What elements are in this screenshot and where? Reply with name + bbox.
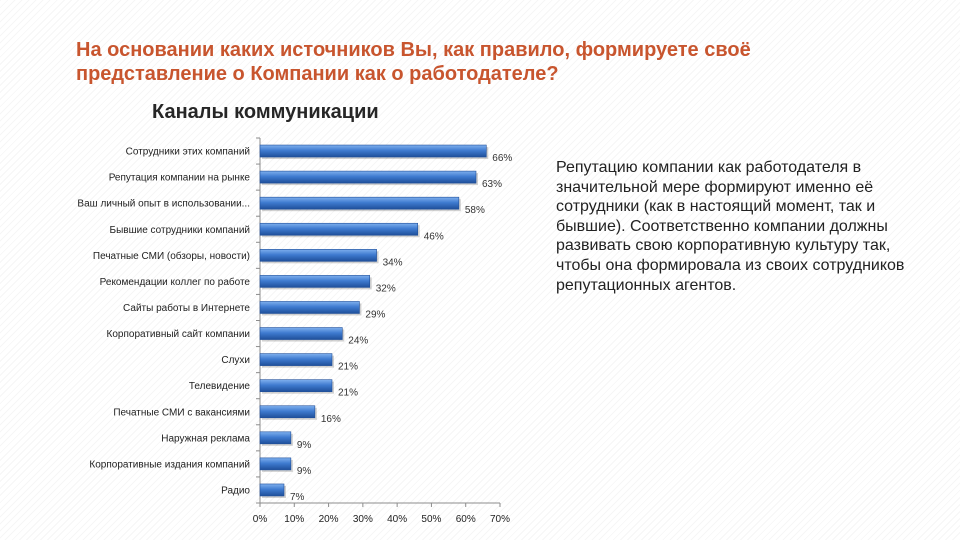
data-label: 7%	[290, 492, 305, 503]
x-tick-label: 30%	[353, 514, 373, 525]
x-tick-label: 10%	[284, 514, 304, 525]
slide-title: На основании каких источников Вы, как пр…	[76, 38, 916, 86]
category-label: Корпоративный сайт компании	[107, 329, 250, 340]
category-label: Репутация компании на рынке	[109, 173, 251, 184]
chart-title: Каналы коммуникации	[152, 101, 379, 123]
data-label: 32%	[376, 283, 396, 294]
bar	[259, 431, 292, 445]
category-label: Рекомендации коллег по работе	[100, 276, 251, 288]
bar	[259, 249, 377, 262]
category-label: Сотрудники этих компаний	[126, 147, 250, 158]
category-label: Телевидение	[189, 381, 251, 392]
bar	[259, 170, 477, 184]
data-label: 16%	[321, 414, 341, 425]
bar	[259, 222, 419, 236]
x-tick-label: 40%	[387, 514, 407, 525]
data-label: 63%	[482, 179, 502, 190]
x-tick-label: 60%	[456, 514, 476, 525]
x-tick-label: 70%	[490, 514, 510, 525]
bar	[259, 144, 487, 158]
bar	[259, 301, 360, 314]
data-label: 9%	[297, 440, 312, 451]
category-label: Наружная реклама	[161, 433, 250, 444]
data-label: 21%	[338, 388, 358, 399]
data-label: 29%	[365, 309, 385, 320]
bar	[259, 457, 292, 471]
bar	[259, 405, 316, 419]
bar	[259, 196, 460, 210]
bars-layer: Сотрудники этих компаний 66% Репутация ком…	[77, 137, 512, 525]
bar	[259, 327, 343, 340]
slide-title-line-2: представление о Компании как о работодат…	[76, 63, 559, 85]
x-tick-label: 50%	[421, 514, 441, 525]
bar	[259, 353, 333, 366]
bar	[259, 379, 333, 392]
bar	[259, 275, 371, 288]
slide-title-line-1: На основании каких источников Вы, как пр…	[76, 39, 751, 61]
side-commentary: Репутацию компании как работодателя в зн…	[556, 159, 905, 294]
data-label: 34%	[383, 257, 403, 268]
data-label: 46%	[424, 231, 444, 242]
category-label: Печатные СМИ с вакансиями	[113, 407, 250, 418]
data-label: 58%	[465, 205, 485, 216]
category-label: Радио	[221, 485, 250, 496]
category-label: Корпоративные издания компаний	[89, 459, 250, 470]
data-label: 21%	[338, 362, 358, 373]
category-label: Ваш личный опыт в использовании...	[77, 199, 250, 210]
data-label: 24%	[348, 336, 368, 347]
x-tick-label: 0%	[253, 514, 268, 525]
category-label: Печатные СМИ (обзоры, новости)	[93, 250, 250, 262]
category-label: Слухи	[221, 355, 250, 366]
bar	[259, 483, 285, 497]
category-label: Бывшие сотрудники компаний	[110, 225, 250, 236]
data-label: 66%	[492, 153, 512, 164]
data-label: 9%	[297, 466, 312, 477]
x-tick-label: 20%	[319, 514, 339, 525]
category-label: Сайты работы в Интернете	[123, 302, 250, 314]
